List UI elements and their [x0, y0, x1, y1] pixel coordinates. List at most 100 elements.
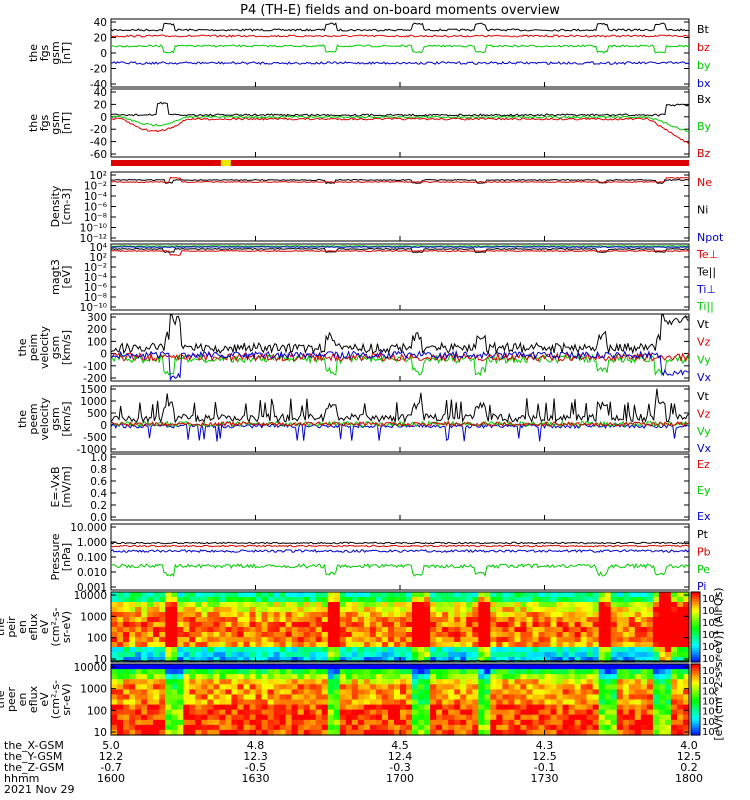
spectrogram-cell — [195, 674, 202, 680]
spectrogram-cell — [442, 729, 449, 736]
spectrogram-cell — [201, 632, 208, 638]
spectrogram-cell — [514, 627, 521, 633]
spectrogram-cell — [303, 729, 311, 736]
spectrogram-cell — [556, 647, 564, 653]
spectrogram-cell — [333, 694, 341, 701]
y-axis-label: fgs — [38, 44, 51, 61]
spectrogram-cell — [141, 607, 148, 613]
spectrogram-cell — [683, 637, 690, 643]
spectrogram-cell — [508, 729, 515, 736]
spectrogram-cell — [514, 647, 521, 653]
spectrogram-cell — [592, 669, 600, 675]
spectrogram-cell — [351, 669, 359, 675]
spectrogram-cell — [357, 642, 365, 648]
spectrogram-cell — [670, 617, 678, 623]
spectrogram-cell — [339, 622, 347, 628]
spectrogram-cell — [315, 602, 323, 608]
spectrogram-cell — [628, 709, 636, 716]
spectrogram-cell — [490, 612, 497, 618]
spectrogram-cell — [580, 699, 588, 706]
spectrogram-cell — [243, 719, 251, 726]
spectrogram-cell — [303, 689, 311, 696]
spectrogram-cell — [237, 704, 244, 711]
spectrogram-cell — [436, 627, 443, 633]
y-tick-label: 0 — [100, 112, 107, 124]
spectrogram-cell — [628, 592, 636, 598]
spectrogram-cell — [400, 622, 407, 628]
spectrogram-cell — [466, 669, 473, 675]
spectrogram-cell — [538, 632, 546, 638]
spectrogram-cell — [520, 669, 527, 675]
spectrogram-cell — [339, 699, 347, 706]
spectrogram-cell — [406, 652, 413, 658]
spectrogram-cell — [315, 714, 323, 721]
y-axis-label: gsm — [49, 407, 62, 430]
spectrogram-cell — [592, 592, 600, 598]
spectrogram-cell — [670, 627, 678, 633]
spectrogram-cell — [394, 684, 401, 690]
spectrogram-cell — [634, 637, 642, 643]
spectrogram-cell — [430, 607, 437, 613]
spectrogram-cell — [598, 719, 606, 726]
spectrogram-cell — [484, 694, 491, 701]
spectrogram-cell — [141, 664, 148, 670]
colorbar-tick-label: 10⁵ — [702, 697, 719, 708]
spectrogram-cell — [231, 637, 238, 643]
spectrogram-cell — [418, 674, 425, 680]
spectrogram-cell — [117, 674, 124, 680]
spectrogram-cell — [418, 719, 425, 726]
spectrogram-cell — [424, 714, 431, 721]
spectrogram-cell — [556, 669, 564, 675]
spectrogram-cell — [610, 597, 618, 603]
spectrogram-cell — [117, 602, 124, 608]
spectrogram-cell — [550, 664, 558, 670]
spectrogram-cell — [261, 637, 269, 643]
spectrogram-cell — [490, 657, 497, 663]
spectrogram-cell — [267, 729, 275, 736]
spectrogram-cell — [321, 664, 329, 670]
colorbar-step — [691, 606, 700, 609]
spectrogram-cell — [219, 657, 226, 663]
spectrogram-cell — [381, 709, 389, 716]
spectrogram-cell — [273, 642, 281, 648]
spectrogram-cell — [508, 642, 515, 648]
spectrogram-cell — [177, 694, 184, 701]
spectrogram-cell — [381, 669, 389, 675]
spectrogram-cell — [394, 679, 401, 685]
series-line-blue — [110, 548, 690, 553]
spectrogram-cell — [658, 627, 666, 633]
spectrogram-cell — [520, 674, 527, 680]
y-tick-label: 0.2 — [90, 500, 107, 512]
panels-group: 40200-20-40thefgsgsm[nT]Btbzbybx40200-20… — [0, 17, 725, 741]
spectrogram-cell — [574, 694, 582, 701]
spectrogram-cell — [309, 597, 317, 603]
spectrogram-cell — [201, 617, 208, 623]
spectrogram-cell — [213, 704, 220, 711]
spectrogram-cell — [363, 714, 371, 721]
spectrogram-cell — [574, 724, 582, 731]
spectrogram-cell — [369, 622, 377, 628]
y-axis-label: the — [0, 690, 7, 708]
spectrogram-cell — [592, 642, 600, 648]
spectrogram-cell — [442, 642, 449, 648]
spectrogram-cell — [677, 674, 684, 680]
spectrogram-cell — [502, 684, 509, 690]
spectrogram-cell — [418, 652, 425, 658]
spectrogram-cell — [153, 694, 160, 701]
spectrogram-cell — [201, 637, 208, 643]
spectrogram-cell — [622, 699, 630, 706]
spectrogram-cell — [153, 684, 160, 690]
spectrogram-cell — [153, 719, 160, 726]
spectrogram-cell — [153, 632, 160, 638]
spectrogram-cell — [327, 597, 335, 603]
spectrogram-cell — [333, 647, 341, 653]
spectrogram-cell — [339, 729, 347, 736]
spectrogram-cell — [394, 637, 401, 643]
spectrogram-cell — [406, 729, 413, 736]
spectrogram-cell — [225, 647, 232, 653]
spectrogram-cell — [502, 622, 509, 628]
spectrogram-cell — [117, 679, 124, 685]
spectrogram-cell — [616, 632, 624, 638]
spectrogram-cell — [351, 617, 359, 623]
